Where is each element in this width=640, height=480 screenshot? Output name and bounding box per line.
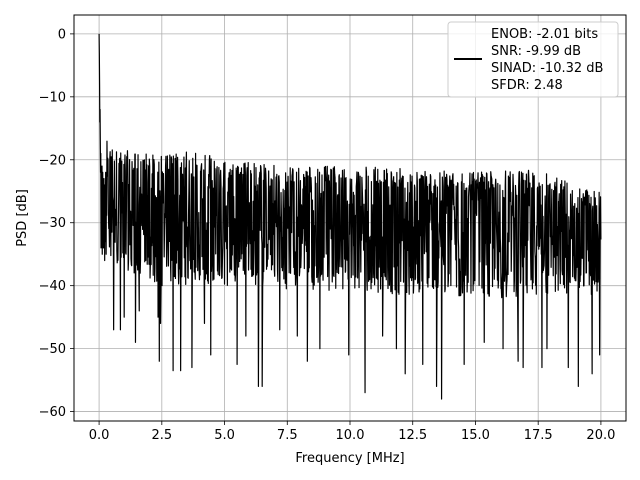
y-tick-label: −30 xyxy=(39,216,66,231)
x-axis-label: Frequency [MHz] xyxy=(295,451,404,466)
x-tick-label: 15.0 xyxy=(461,428,490,443)
series-layer xyxy=(98,33,602,400)
x-tick-label: 2.5 xyxy=(151,428,172,443)
psd-series-line xyxy=(98,33,602,400)
x-tick-label: 5.0 xyxy=(214,428,235,443)
legend-sfdr: SFDR: 2.48 xyxy=(491,78,563,93)
legend-sinad: SINAD: -10.32 dB xyxy=(491,61,603,76)
x-tick-label: 10.0 xyxy=(336,428,365,443)
x-tick-label: 7.5 xyxy=(277,428,298,443)
legend-box xyxy=(447,21,619,98)
ticks-layer: 0.0 2.5 5.0 7.5 10.0 12.5 15.0 17.5 20.0 0 −10 −20 −… xyxy=(39,27,616,443)
y-axis-label: PSD [dB] xyxy=(15,189,30,247)
legend-snr: SNR: -9.99 dB xyxy=(491,44,581,59)
legend-enob: ENOB: -2.01 bits xyxy=(491,27,598,42)
y-tick-label: 0 xyxy=(58,27,66,42)
x-tick-label: 12.5 xyxy=(398,428,427,443)
x-tick-label: 17.5 xyxy=(524,428,553,443)
y-tick-label: −10 xyxy=(39,90,66,105)
x-tick-label: 20.0 xyxy=(586,428,615,443)
legend: ENOB: -2.01 bits SNR: -9.99 dB SINAD: -1… xyxy=(447,21,619,98)
x-tick-label: 0.0 xyxy=(89,428,110,443)
y-tick-label: −50 xyxy=(39,342,66,357)
y-tick-label: −20 xyxy=(39,153,66,168)
y-tick-label: −40 xyxy=(39,279,66,294)
y-tick-label: −60 xyxy=(39,405,66,420)
